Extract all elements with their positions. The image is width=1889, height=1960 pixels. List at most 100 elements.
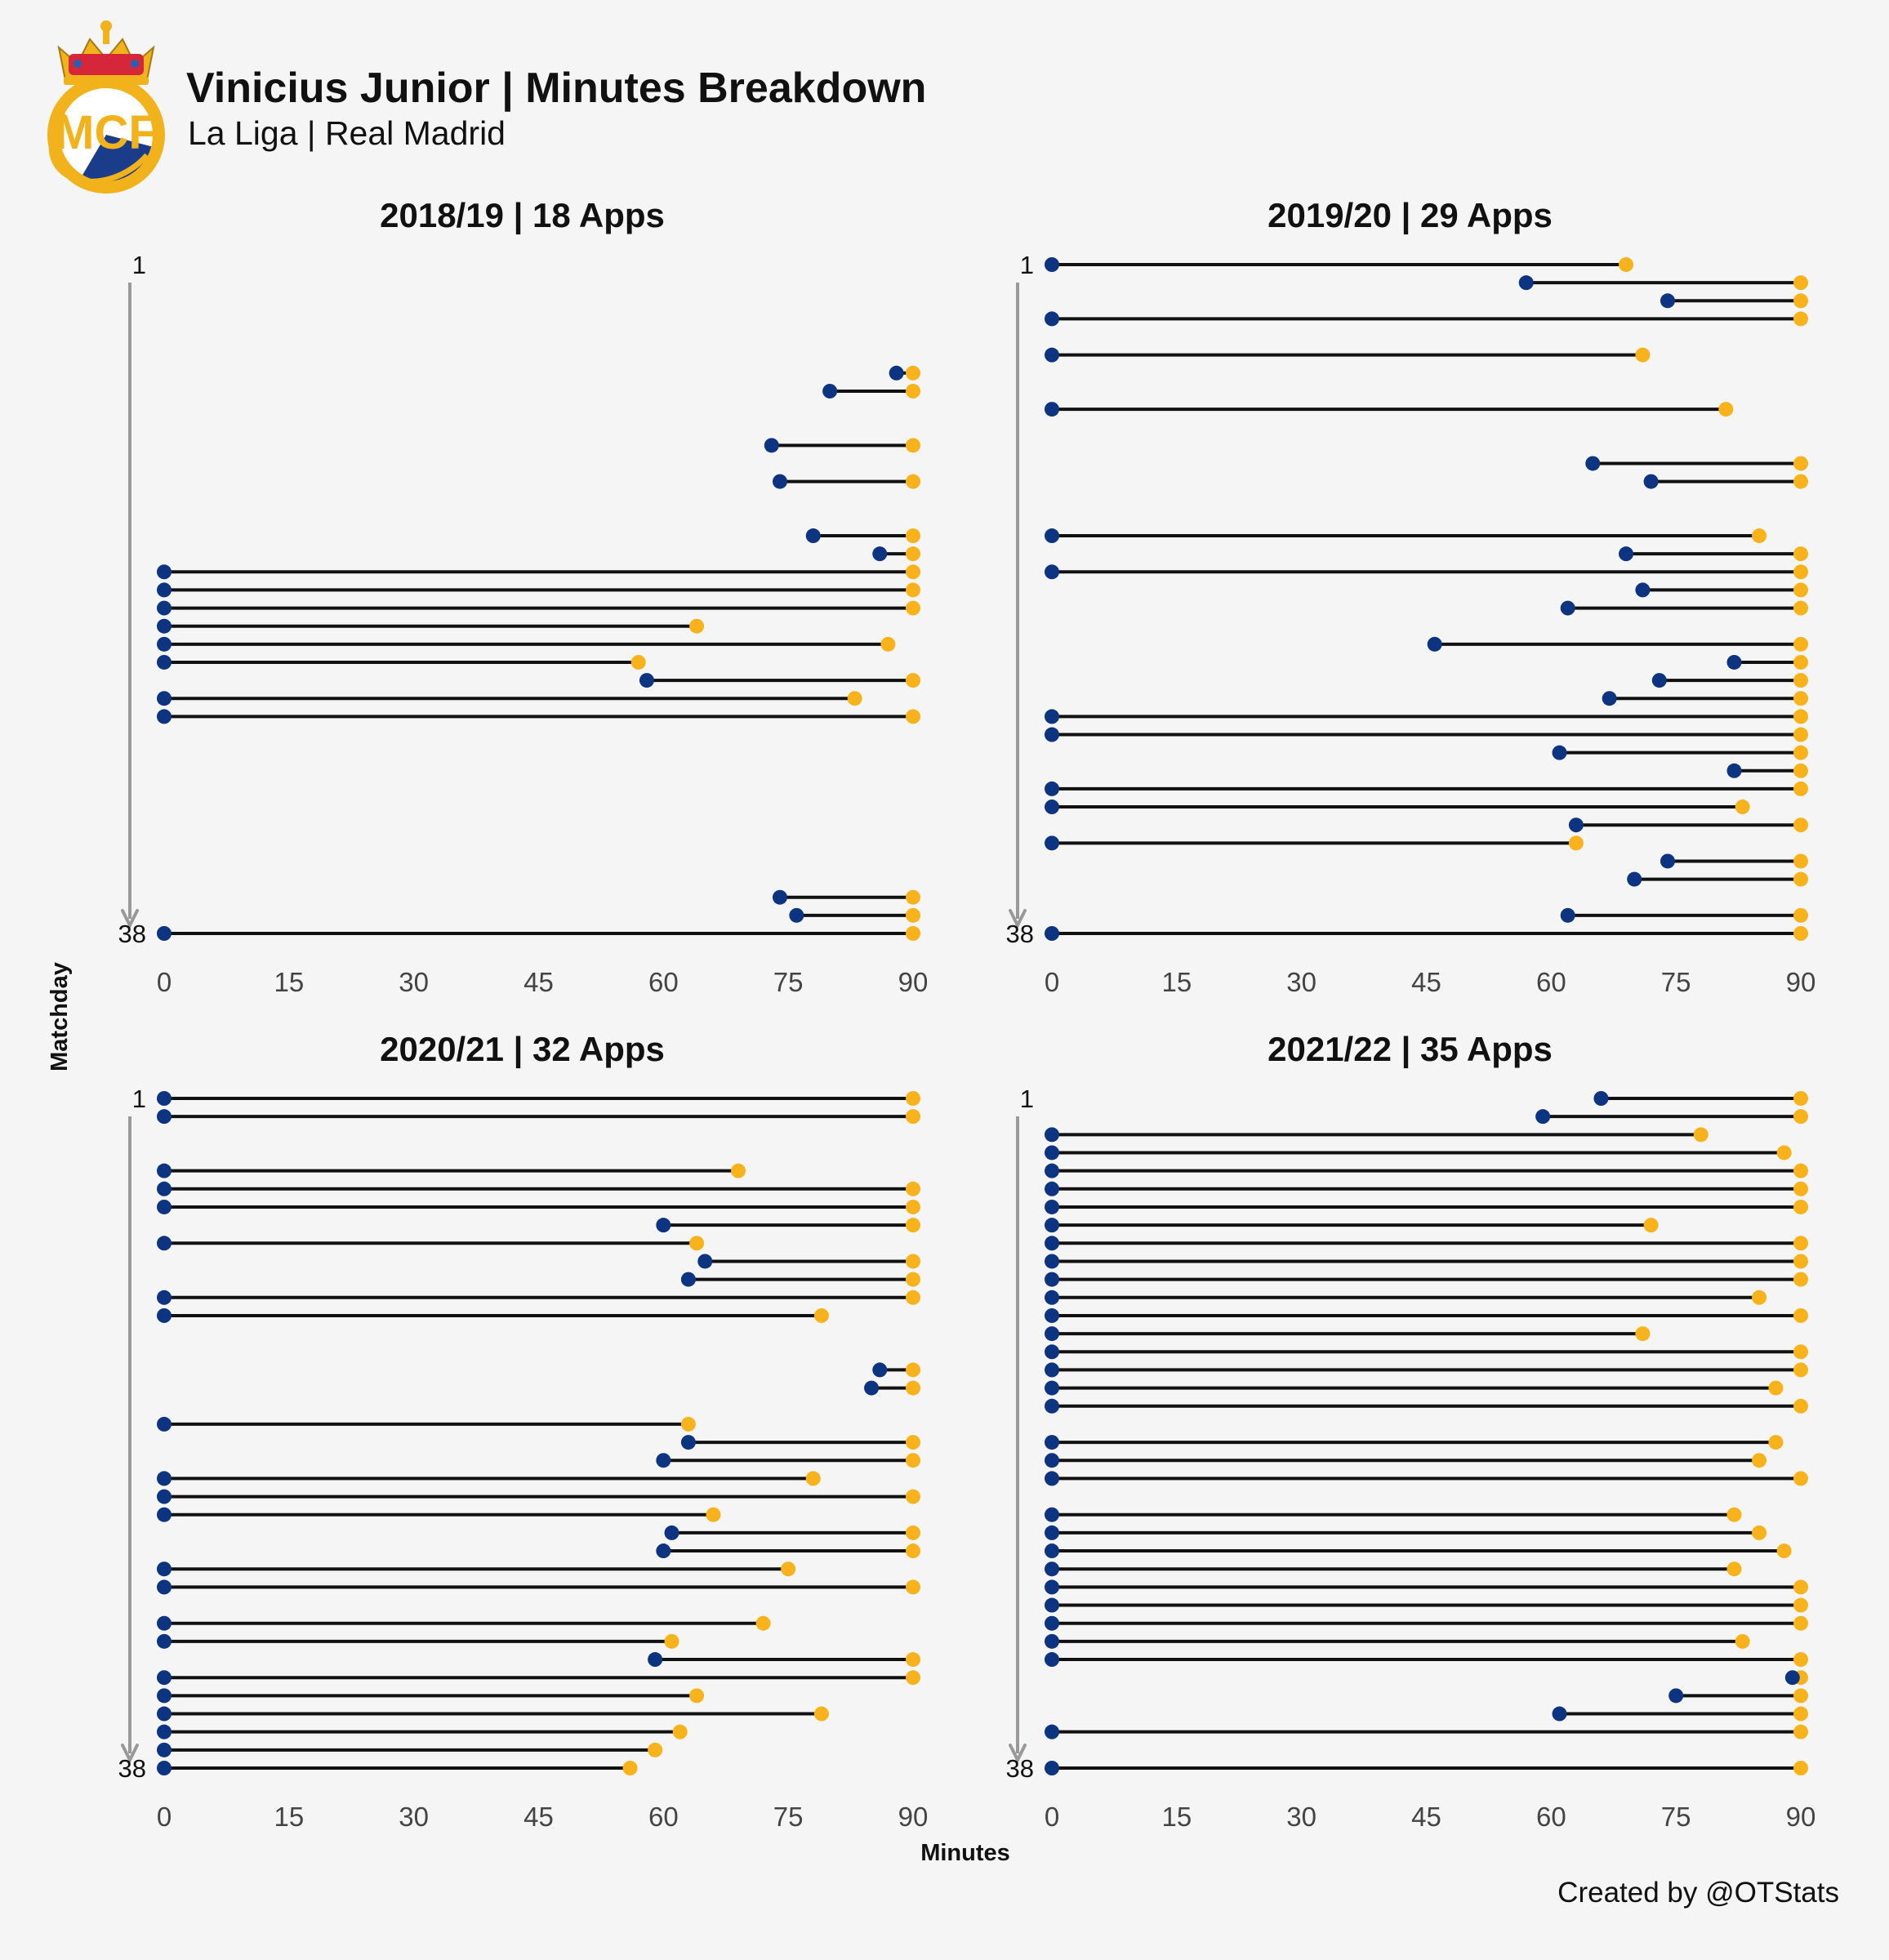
- appearance-start-point: [680, 1272, 696, 1287]
- appearance-start-point: [1045, 1633, 1059, 1649]
- appearance-start-point: [1045, 1307, 1059, 1323]
- x-tick-label: 0: [157, 967, 172, 997]
- appearance-end-point: [1793, 474, 1808, 489]
- x-tick-label: 30: [1286, 1802, 1317, 1832]
- appearance-end-point: [1793, 1688, 1808, 1704]
- appearance-end-point: [1793, 1181, 1808, 1196]
- y-axis-label: Matchday: [47, 962, 73, 1071]
- appearance-start-point: [157, 1181, 172, 1196]
- appearance-end-point: [1643, 1218, 1659, 1233]
- appearance-end-point: [1793, 293, 1808, 309]
- appearance-end-point: [1793, 1724, 1808, 1740]
- appearance-end-point: [1735, 1633, 1750, 1649]
- appearance-start-point: [1045, 1544, 1059, 1559]
- appearance-start-point: [1045, 402, 1059, 417]
- x-tick-label: 75: [773, 967, 804, 997]
- appearance-start-point: [1045, 835, 1059, 851]
- appearance-end-point: [1793, 853, 1808, 869]
- appearance-end-point: [1793, 1344, 1808, 1360]
- appearance-end-point: [906, 1380, 920, 1396]
- appearance-end-point: [622, 1761, 638, 1775]
- appearance-end-point: [1793, 727, 1808, 742]
- appearance-start-point: [1045, 1254, 1059, 1269]
- appearance-start-point: [157, 1633, 172, 1649]
- y-tick-label: 38: [118, 1754, 146, 1783]
- appearance-start-point: [1045, 1453, 1059, 1468]
- appearance-start-point: [1427, 636, 1442, 652]
- appearance-end-point: [1793, 871, 1808, 887]
- x-tick-label: 60: [648, 1802, 679, 1832]
- appearance-start-point: [157, 691, 172, 706]
- appearance-start-point: [157, 1579, 172, 1595]
- appearance-start-point: [1045, 1579, 1059, 1595]
- appearance-start-point: [680, 1435, 696, 1450]
- x-tick-label: 90: [1786, 967, 1816, 997]
- appearance-end-point: [906, 1362, 920, 1378]
- x-tick-label: 90: [898, 1802, 929, 1832]
- appearance-start-point: [872, 546, 888, 562]
- appearance-end-point: [1793, 1254, 1808, 1269]
- appearance-start-point: [1518, 275, 1534, 291]
- appearance-end-point: [906, 1091, 920, 1106]
- appearance-end-point: [1793, 1398, 1808, 1414]
- appearance-end-point: [1793, 546, 1808, 562]
- appearance-end-point: [906, 709, 920, 724]
- matchday-arrow-head-icon: [121, 909, 139, 929]
- appearance-end-point: [1793, 1579, 1808, 1595]
- appearance-end-point: [1752, 1290, 1767, 1305]
- appearance-end-point: [1793, 745, 1808, 760]
- appearance-end-point: [906, 1670, 920, 1686]
- chart-panel-1: 2018/19 | 18 Apps 1 38 0 15 30 45 60 75 90: [118, 196, 929, 997]
- appearance-start-point: [157, 636, 172, 652]
- appearance-end-point: [1776, 1145, 1792, 1160]
- chart-title: 2019/20 | 29 Apps: [1268, 196, 1553, 235]
- appearance-start-point: [1045, 1181, 1059, 1196]
- x-tick-label: 30: [1286, 967, 1317, 997]
- appearance-end-point: [1793, 691, 1808, 706]
- appearance-start-point: [157, 618, 172, 634]
- y-tick-label: 38: [1006, 1754, 1034, 1783]
- x-tick-label: 0: [1045, 967, 1059, 997]
- appearance-end-point: [1793, 582, 1808, 598]
- appearance-end-point: [1793, 1652, 1808, 1668]
- x-tick-label: 45: [523, 1802, 554, 1832]
- appearance-start-point: [157, 600, 172, 616]
- appearance-end-point: [1793, 1597, 1808, 1613]
- appearance-start-point: [1045, 1507, 1059, 1522]
- appearance-end-point: [1793, 926, 1808, 941]
- appearance-end-point: [1793, 1109, 1808, 1125]
- x-tick-label: 15: [1161, 1802, 1192, 1832]
- appearance-end-point: [1793, 1163, 1808, 1178]
- appearance-end-point: [1726, 1561, 1742, 1577]
- appearance-start-point: [1552, 745, 1567, 760]
- appearance-start-point: [1568, 817, 1584, 833]
- appearance-start-point: [1726, 763, 1742, 778]
- appearance-start-point: [1045, 1362, 1059, 1378]
- appearance-end-point: [672, 1724, 688, 1740]
- appearance-start-point: [157, 1761, 172, 1775]
- appearance-end-point: [630, 654, 646, 670]
- appearance-end-point: [1619, 257, 1634, 272]
- appearance-end-point: [1635, 1326, 1651, 1342]
- appearance-start-point: [1045, 1127, 1059, 1143]
- appearance-end-point: [813, 1307, 829, 1323]
- appearance-start-point: [889, 365, 904, 381]
- appearance-start-point: [157, 926, 172, 941]
- appearance-start-point: [157, 1561, 172, 1577]
- chart-title: 2021/22 | 35 Apps: [1268, 1030, 1553, 1069]
- appearance-end-point: [906, 1489, 920, 1504]
- appearance-end-point: [781, 1561, 796, 1577]
- appearance-end-point: [1793, 1615, 1808, 1631]
- appearance-start-point: [1045, 926, 1059, 941]
- appearance-end-point: [1793, 1307, 1808, 1323]
- appearance-end-point: [906, 1181, 920, 1196]
- appearance-end-point: [1735, 800, 1750, 815]
- appearance-start-point: [1045, 1525, 1059, 1540]
- appearance-end-point: [689, 1236, 705, 1251]
- x-tick-label: 15: [274, 1802, 304, 1832]
- appearance-end-point: [755, 1615, 771, 1631]
- appearance-start-point: [1045, 1272, 1059, 1287]
- appearance-start-point: [1045, 1761, 1059, 1775]
- appearance-start-point: [1668, 1688, 1684, 1704]
- appearance-start-point: [1593, 1091, 1609, 1106]
